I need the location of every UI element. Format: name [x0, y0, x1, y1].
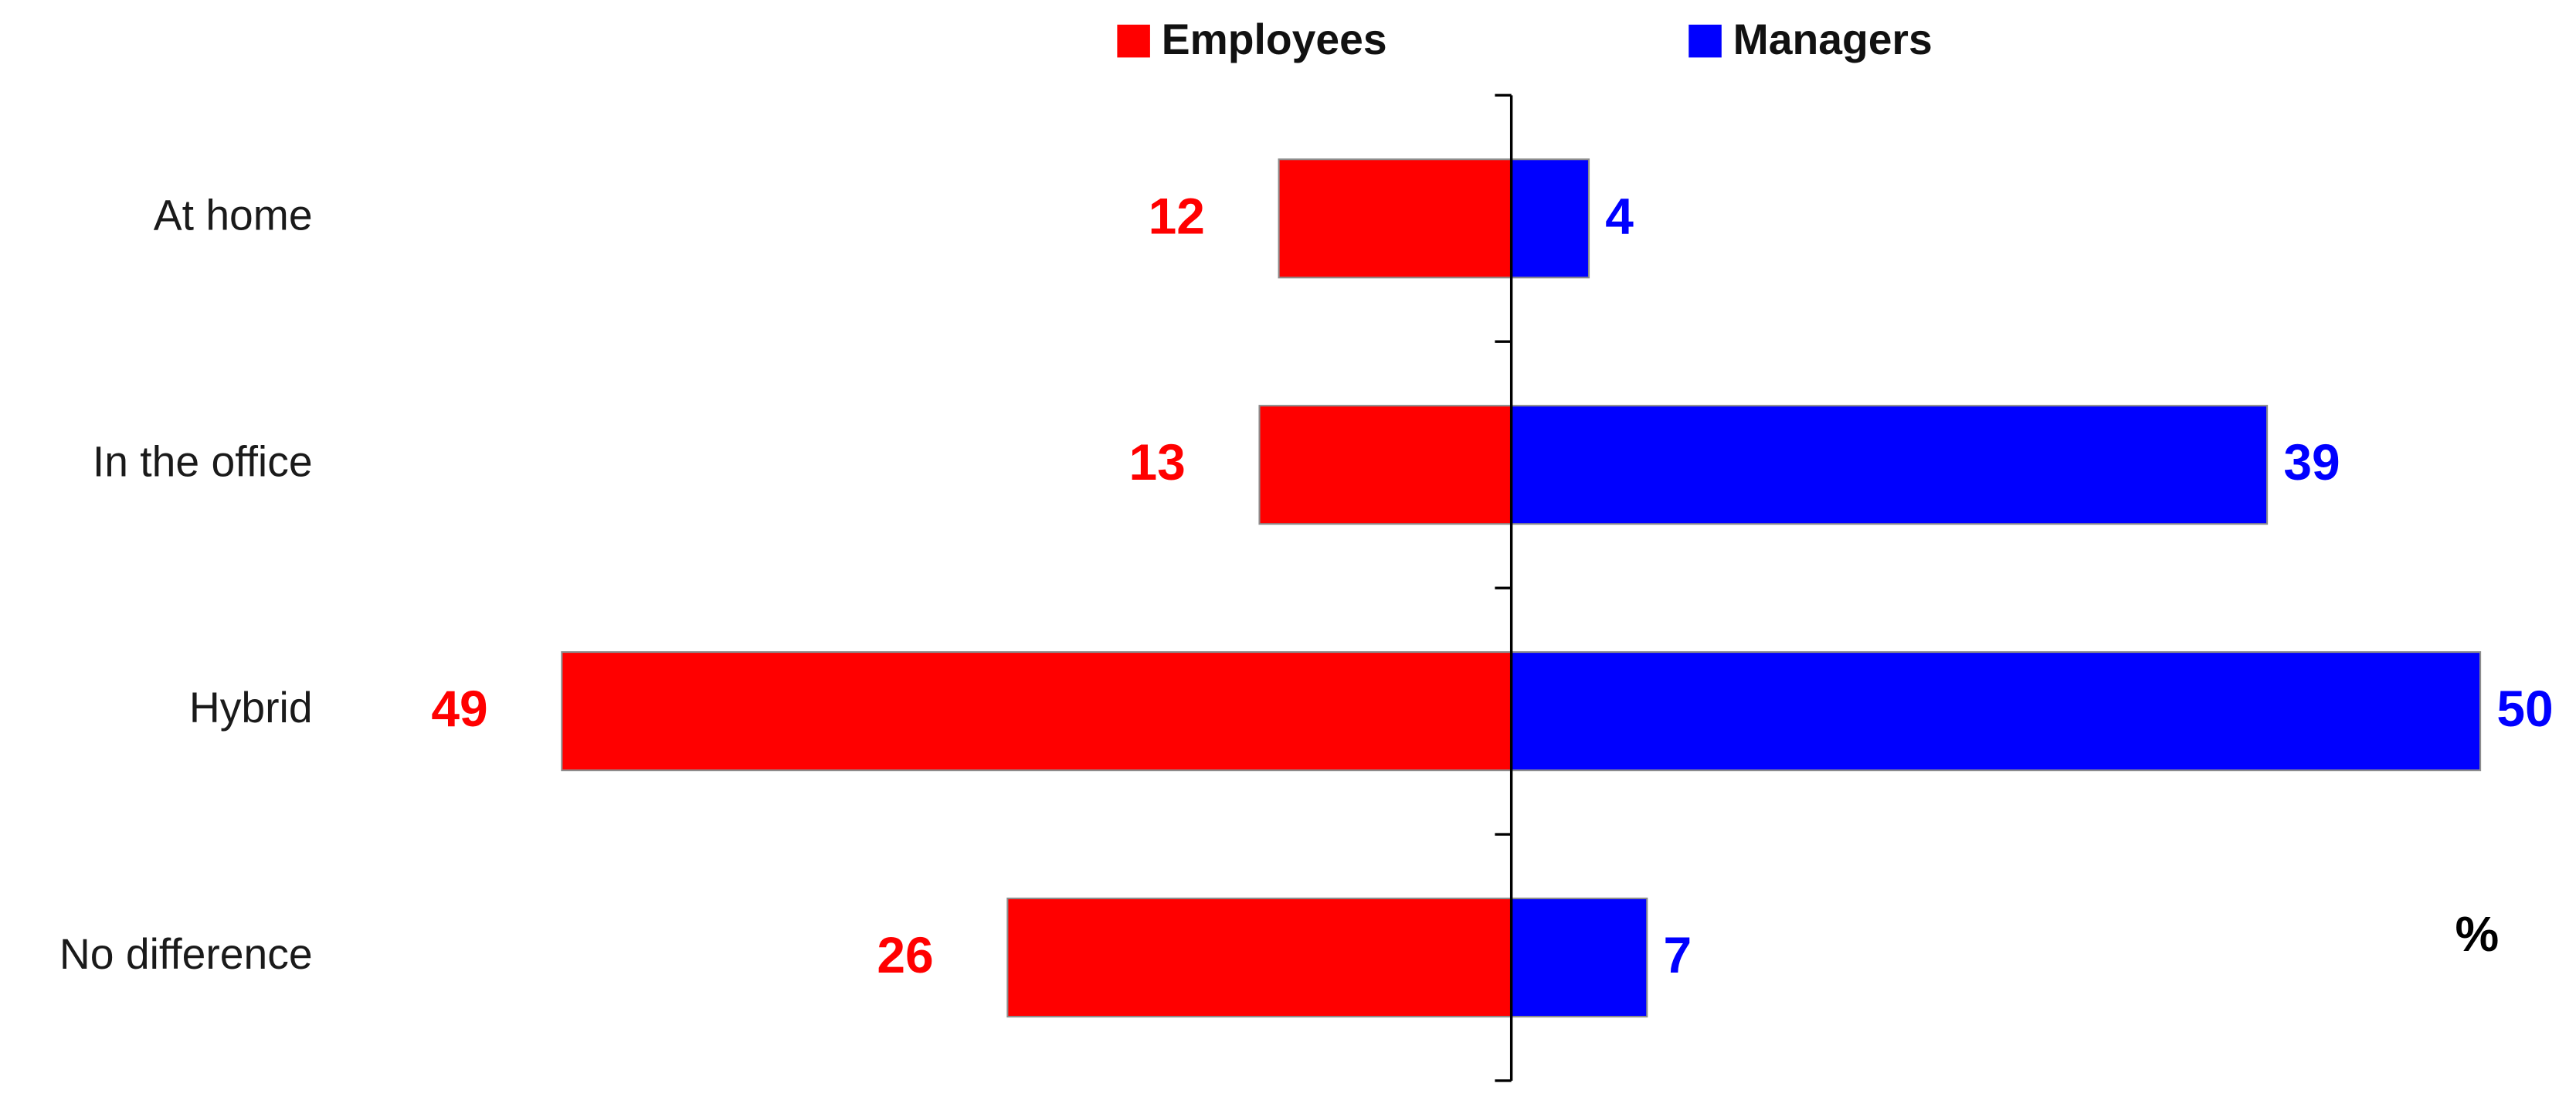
category-label: No difference [59, 930, 313, 978]
value-label: 49 [431, 680, 487, 737]
bar [561, 651, 1512, 772]
value-label: 26 [877, 926, 933, 983]
unit-annotation: % [2455, 906, 2499, 962]
bar [1510, 897, 1648, 1018]
category-label: In the office [93, 437, 313, 485]
legend-label: Managers [1733, 15, 1933, 63]
value-label: 12 [1149, 187, 1205, 244]
bar [1278, 158, 1512, 279]
category-label: At home [154, 191, 313, 239]
value-label: 4 [1605, 187, 1634, 244]
value-label: 50 [2496, 680, 2553, 737]
legend-swatch [1117, 24, 1150, 58]
bar [1006, 897, 1512, 1018]
bar [1510, 405, 2269, 525]
bar [1510, 651, 2482, 772]
bar [1258, 405, 1512, 525]
value-label: 7 [1664, 926, 1692, 983]
legend-swatch [1688, 24, 1722, 58]
legend-label: Employees [1162, 15, 1387, 63]
value-label: 39 [2283, 433, 2340, 491]
value-label: 13 [1129, 433, 1186, 491]
category-label: Hybrid [189, 684, 313, 732]
bar [1510, 158, 1590, 279]
